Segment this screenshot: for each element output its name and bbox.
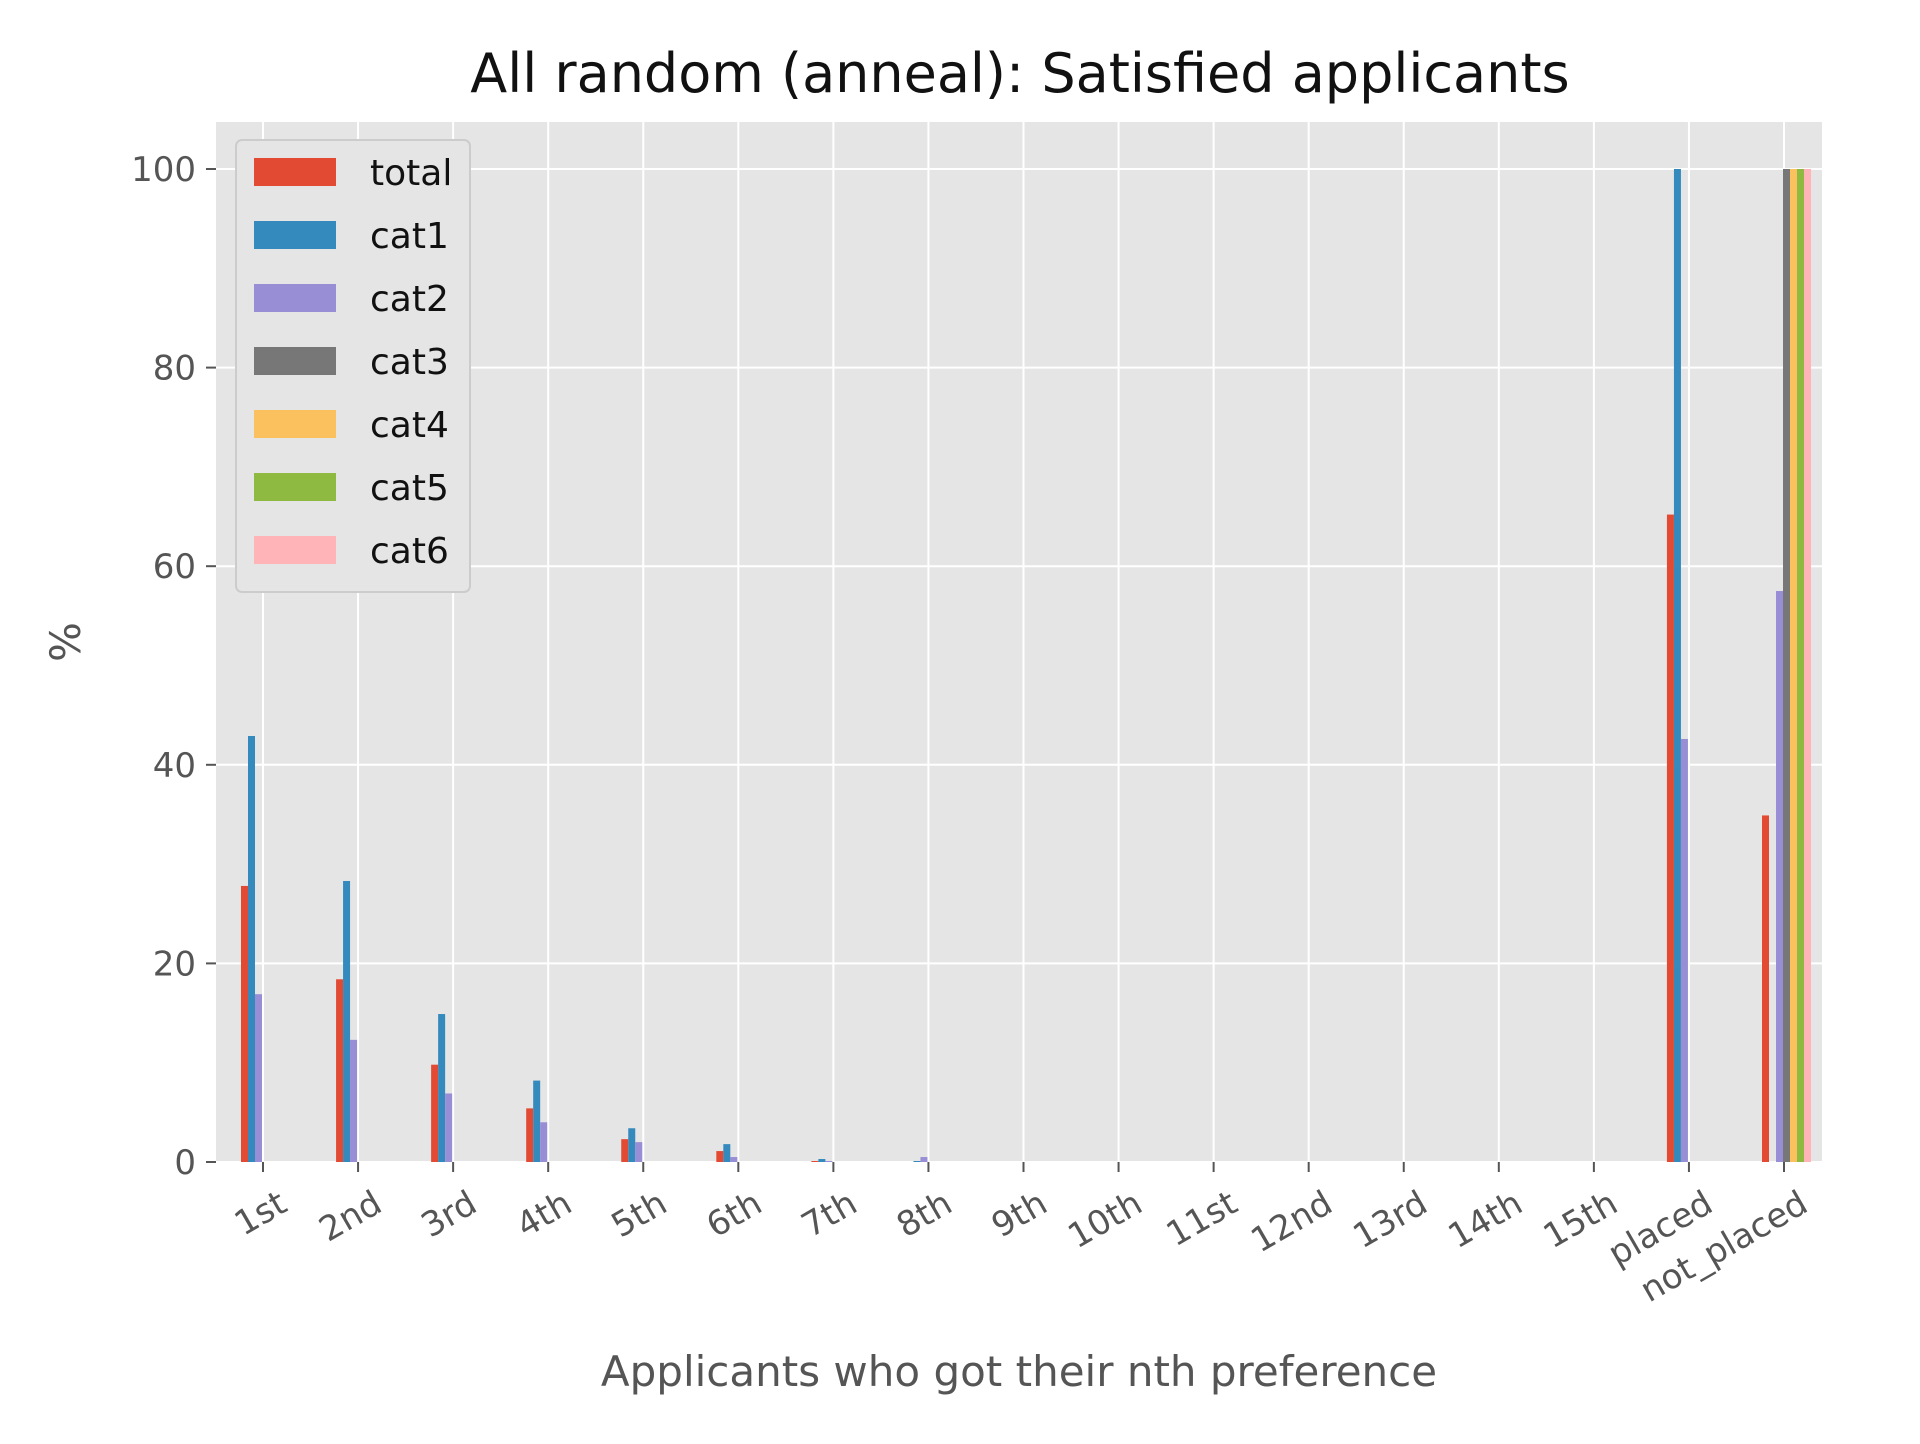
bar-cat2-6th (730, 1157, 738, 1162)
x-tick-label: 6th (700, 1183, 769, 1246)
x-tick-label: 3rd (415, 1183, 484, 1246)
y-axis-label: % (41, 622, 90, 662)
bars (241, 169, 1811, 1162)
bar-cat2-not_placed (1776, 591, 1783, 1162)
y-tick-label: 40 (153, 746, 196, 786)
bar-cat1-5th (628, 1128, 636, 1162)
legend-label-cat3: cat3 (370, 342, 449, 383)
legend-swatch-cat6 (254, 536, 336, 564)
bar-cat2-5th (635, 1142, 643, 1162)
bar-cat1-8th (913, 1161, 921, 1162)
bar-cat1-3rd (438, 1014, 446, 1162)
legend-swatch-cat2 (254, 284, 336, 312)
x-tick-label: 12nd (1244, 1183, 1339, 1261)
y-tick-label: 100 (131, 150, 196, 190)
chart-title: All random (anneal): Satisfied applicant… (470, 42, 1569, 105)
x-tick-label: 14th (1442, 1183, 1530, 1257)
bar-total-3rd (431, 1064, 439, 1162)
bar-total-6th (716, 1151, 724, 1162)
legend-label-cat1: cat1 (370, 216, 449, 257)
x-tick-label: 4th (510, 1183, 579, 1246)
x-tick-label: 7th (795, 1183, 864, 1246)
bar-cat4-not_placed (1790, 169, 1797, 1162)
bar-cat2-4th (540, 1122, 548, 1162)
legend-label-cat2: cat2 (370, 279, 449, 320)
bar-total-7th (811, 1161, 819, 1162)
x-tick-label: 2nd (312, 1183, 388, 1250)
bar-total-placed (1666, 514, 1674, 1162)
bar-total-not_placed (1762, 815, 1769, 1162)
legend-label-cat5: cat5 (370, 468, 449, 509)
bar-cat2-7th (825, 1161, 833, 1162)
legend-label-cat4: cat4 (370, 405, 449, 446)
y-tick-label: 0 (174, 1143, 196, 1183)
x-tick-label: 10th (1061, 1183, 1149, 1257)
bar-cat2-3rd (445, 1093, 453, 1162)
y-tick-label: 20 (153, 944, 196, 984)
x-tick-label: 11st (1160, 1183, 1244, 1255)
legend-label-total: total (370, 153, 452, 194)
x-tick-label: 13rd (1346, 1183, 1434, 1257)
bar-cat6-not_placed (1804, 169, 1811, 1162)
legend-label-cat6: cat6 (370, 531, 449, 572)
bar-total-4th (526, 1108, 534, 1162)
x-tick-label: 1st (228, 1183, 294, 1244)
bar-cat2-2nd (350, 1039, 358, 1162)
bar-cat1-6th (723, 1144, 731, 1162)
x-tick-label: 5th (605, 1183, 674, 1246)
bar-cat1-placed (1673, 169, 1681, 1162)
legend-swatch-cat1 (254, 221, 336, 249)
x-tick-label: 9th (985, 1183, 1054, 1246)
bar-total-2nd (336, 979, 344, 1162)
legend-swatch-total (254, 158, 336, 186)
y-tick-label: 80 (153, 349, 196, 389)
bar-cat5-not_placed (1797, 169, 1804, 1162)
bar-cat1-4th (533, 1080, 541, 1162)
bar-cat1-1st (248, 736, 255, 1162)
x-tick-label: 8th (890, 1183, 959, 1246)
legend-swatch-cat4 (254, 410, 336, 438)
x-axis-label: Applicants who got their nth preference (601, 1347, 1437, 1396)
bar-total-5th (621, 1139, 629, 1162)
plot-area (216, 122, 1822, 1162)
bar-cat2-8th (920, 1157, 928, 1162)
bar-total-1st (241, 885, 248, 1162)
legend-swatch-cat5 (254, 473, 336, 501)
legend-swatch-cat3 (254, 347, 336, 375)
bar-cat1-7th (818, 1159, 826, 1162)
bar-cat1-2nd (343, 880, 351, 1162)
bar-cat2-placed (1680, 738, 1688, 1162)
bar-cat2-1st (255, 994, 262, 1162)
legend: total cat1 cat2 cat3 cat4 cat5 cat6 (235, 139, 471, 593)
y-tick-label: 60 (153, 547, 196, 587)
bar-cat3-not_placed (1783, 169, 1790, 1162)
